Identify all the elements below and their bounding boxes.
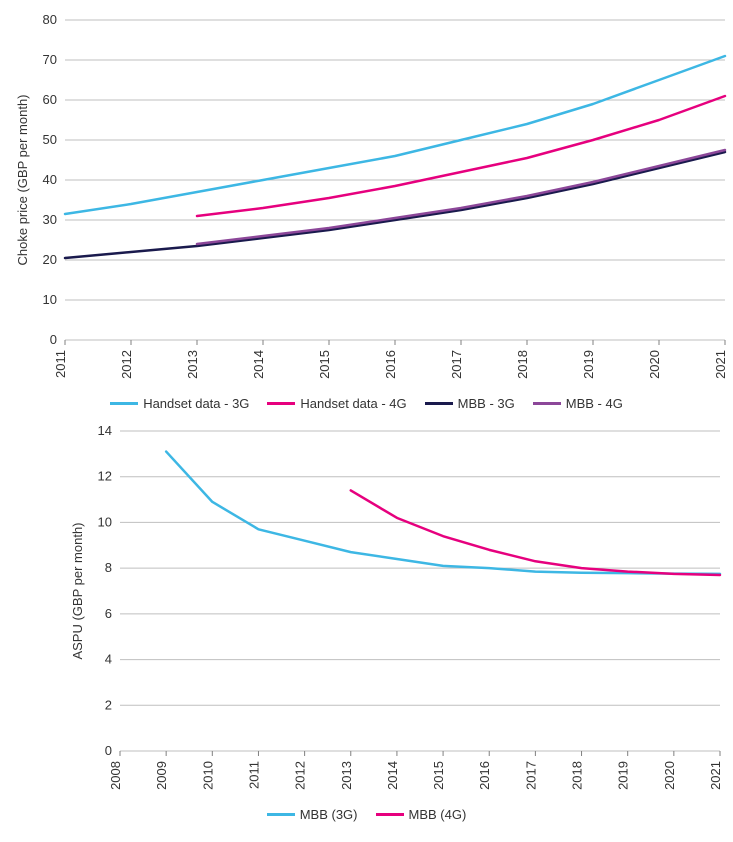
svg-text:2013: 2013: [339, 761, 354, 790]
legend-item: MBB (4G): [376, 807, 467, 822]
svg-text:2011: 2011: [53, 350, 68, 378]
svg-text:2020: 2020: [662, 761, 677, 790]
legend-item: Handset data - 4G: [267, 396, 406, 411]
legend-label: MBB - 4G: [566, 396, 623, 411]
chart1-legend: Handset data - 3G Handset data - 4G MBB - …: [10, 396, 723, 411]
chart2-legend: MBB (3G) MBB (4G): [10, 807, 723, 822]
svg-text:2018: 2018: [570, 761, 585, 790]
svg-text:2021: 2021: [713, 350, 728, 379]
legend-item: MBB - 3G: [425, 396, 515, 411]
legend-item: Handset data - 3G: [110, 396, 249, 411]
legend-label: MBB (3G): [300, 807, 358, 822]
chart2-svg: 0 2 4 6 8 10 12 14 2008 2009 2010 2011 2012 2013 2014 2…: [10, 421, 733, 801]
svg-text:4: 4: [105, 652, 112, 667]
legend-swatch: [376, 813, 404, 816]
legend-label: Handset data - 3G: [143, 396, 249, 411]
svg-text:2019: 2019: [581, 350, 596, 379]
legend-swatch: [267, 813, 295, 816]
chart1-svg: 0 10 20 30 40 50 60 70 80 2011 2012 2013 2014 2015 201…: [10, 10, 733, 390]
svg-text:0: 0: [105, 743, 112, 758]
svg-text:2016: 2016: [383, 350, 398, 379]
svg-text:60: 60: [43, 92, 57, 107]
legend-item: MBB - 4G: [533, 396, 623, 411]
legend-label: MBB (4G): [409, 807, 467, 822]
svg-text:2010: 2010: [200, 761, 215, 790]
svg-text:2016: 2016: [477, 761, 492, 790]
svg-text:70: 70: [43, 52, 57, 67]
legend-swatch: [533, 402, 561, 405]
svg-text:2012: 2012: [293, 761, 308, 790]
svg-text:2012: 2012: [119, 350, 134, 379]
svg-text:20: 20: [43, 252, 57, 267]
svg-text:6: 6: [105, 606, 112, 621]
svg-text:10: 10: [98, 514, 112, 529]
svg-text:50: 50: [43, 132, 57, 147]
svg-text:ASPU (GBP per month): ASPU (GBP per month): [70, 522, 85, 659]
svg-text:14: 14: [98, 423, 112, 438]
svg-text:40: 40: [43, 172, 57, 187]
svg-text:2017: 2017: [523, 761, 538, 790]
svg-text:80: 80: [43, 12, 57, 27]
svg-text:2015: 2015: [317, 350, 332, 379]
aspu-chart: 0 2 4 6 8 10 12 14 2008 2009 2010 2011 2012 2013 2014 2…: [10, 421, 723, 822]
svg-text:2011: 2011: [246, 761, 261, 789]
legend-label: Handset data - 4G: [300, 396, 406, 411]
legend-swatch: [425, 402, 453, 405]
svg-text:2009: 2009: [154, 761, 169, 790]
legend-swatch: [110, 402, 138, 405]
svg-text:2020: 2020: [647, 350, 662, 379]
svg-text:2013: 2013: [185, 350, 200, 379]
svg-text:0: 0: [50, 332, 57, 347]
legend-label: MBB - 3G: [458, 396, 515, 411]
svg-text:2008: 2008: [108, 761, 123, 790]
svg-text:2021: 2021: [708, 761, 723, 790]
svg-text:2015: 2015: [431, 761, 446, 790]
svg-text:Choke price (GBP per month): Choke price (GBP per month): [15, 95, 30, 266]
svg-text:2: 2: [105, 697, 112, 712]
svg-text:2014: 2014: [385, 761, 400, 790]
svg-text:30: 30: [43, 212, 57, 227]
legend-swatch: [267, 402, 295, 405]
svg-text:2019: 2019: [616, 761, 631, 790]
legend-item: MBB (3G): [267, 807, 358, 822]
svg-text:2018: 2018: [515, 350, 530, 379]
choke-price-chart: 0 10 20 30 40 50 60 70 80 2011 2012 2013 2014 2015 201…: [10, 10, 723, 411]
svg-text:8: 8: [105, 560, 112, 575]
svg-text:2017: 2017: [449, 350, 464, 379]
svg-text:12: 12: [98, 469, 112, 484]
svg-text:2014: 2014: [251, 350, 266, 379]
svg-text:10: 10: [43, 292, 57, 307]
